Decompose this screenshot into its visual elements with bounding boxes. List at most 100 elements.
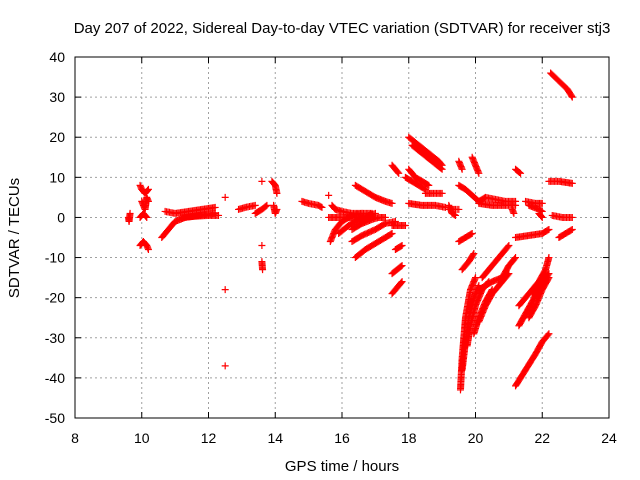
y-tick-label: 20 <box>49 129 65 145</box>
data-point <box>568 213 576 221</box>
y-axis-label: SDTVAR / TECUs <box>6 178 23 298</box>
data-point <box>538 213 546 221</box>
data-point <box>545 330 553 338</box>
data-point <box>544 226 552 234</box>
data-point <box>143 213 151 221</box>
data-point <box>450 211 458 219</box>
x-tick-label: 20 <box>468 430 484 446</box>
data-point <box>468 229 476 237</box>
data-point <box>472 274 479 282</box>
data-point <box>144 246 152 254</box>
data-point <box>510 209 518 217</box>
data-point <box>545 274 553 282</box>
data-point <box>221 193 229 201</box>
data-point <box>221 286 229 294</box>
data-point <box>251 201 259 209</box>
data-point <box>568 93 576 101</box>
y-tick-label: -10 <box>45 250 65 266</box>
data-point <box>398 262 406 270</box>
data-point <box>458 165 466 173</box>
data-point <box>469 251 477 259</box>
data-point <box>221 362 229 370</box>
data-point <box>568 92 576 100</box>
plot-frame <box>74 56 610 419</box>
data-point <box>317 203 325 211</box>
data-point <box>387 230 395 238</box>
data-point <box>451 211 459 219</box>
data-point <box>144 185 152 193</box>
x-tick-label: 10 <box>134 430 150 446</box>
data-point <box>371 209 379 217</box>
data-point <box>381 213 389 221</box>
data-point <box>142 212 150 220</box>
data-point <box>512 201 520 209</box>
data-point <box>568 179 576 187</box>
data-point <box>512 254 520 262</box>
x-tick-label: 16 <box>334 430 350 446</box>
data-point <box>437 164 445 172</box>
data-point <box>424 181 432 189</box>
data-point <box>438 165 446 173</box>
data-point <box>420 185 428 193</box>
data-point <box>401 221 409 229</box>
data-point <box>438 189 446 197</box>
chart-title: Day 207 of 2022, Sidereal Day-to-day VTE… <box>74 20 611 37</box>
data-point <box>397 262 405 270</box>
data-point <box>398 242 406 250</box>
data-point <box>516 169 524 177</box>
data-point <box>325 191 333 199</box>
data-point <box>262 202 270 210</box>
y-tick-label: 40 <box>49 49 65 65</box>
data-point <box>258 177 266 185</box>
data-point <box>556 233 564 241</box>
y-tick-label: -50 <box>45 410 65 426</box>
data-point <box>545 225 553 233</box>
y-tick-label: -30 <box>45 330 65 346</box>
data-point <box>318 203 326 211</box>
data-point <box>425 181 433 189</box>
data-point <box>470 250 478 258</box>
data-point <box>144 186 152 194</box>
x-axis-label: GPS time / hours <box>285 458 399 475</box>
data-point <box>517 169 525 177</box>
data-point <box>455 205 463 213</box>
data-point <box>475 169 483 177</box>
data-point <box>395 169 403 177</box>
data-points <box>124 69 576 394</box>
data-point <box>544 275 552 283</box>
data-point <box>388 199 396 207</box>
data-point <box>391 217 399 225</box>
data-point <box>273 189 281 197</box>
x-tick-label: 22 <box>534 430 550 446</box>
data-point <box>545 254 553 262</box>
grid <box>75 57 609 418</box>
data-point <box>394 168 402 176</box>
y-tick-label: 0 <box>57 209 65 225</box>
x-tick-label: 8 <box>71 430 79 446</box>
x-tick-label: 12 <box>201 430 217 446</box>
data-point <box>259 266 267 274</box>
data-point <box>504 243 512 251</box>
data-point <box>263 201 271 209</box>
data-point <box>398 278 406 286</box>
data-point <box>538 199 546 207</box>
data-point <box>388 229 396 237</box>
x-tick-label: 14 <box>267 430 283 446</box>
y-tick-label: 10 <box>49 169 65 185</box>
y-tick-label: 30 <box>49 89 65 105</box>
data-point <box>505 242 513 250</box>
data-point <box>144 197 152 205</box>
y-tick-label: -40 <box>45 370 65 386</box>
x-tick-label: 24 <box>601 430 617 446</box>
data-point <box>258 242 266 250</box>
data-point <box>397 279 405 287</box>
data-point <box>544 331 552 339</box>
y-tick-label: -20 <box>45 290 65 306</box>
data-point <box>537 212 545 220</box>
axes: 8 10 12 14 16 18 20 22 24 40 30 20 10 0 -10 -20 -30 -40 -5… <box>45 49 617 446</box>
data-point <box>397 242 405 250</box>
data-point <box>273 205 281 213</box>
data-point <box>215 211 223 219</box>
x-tick-label: 18 <box>401 430 417 446</box>
